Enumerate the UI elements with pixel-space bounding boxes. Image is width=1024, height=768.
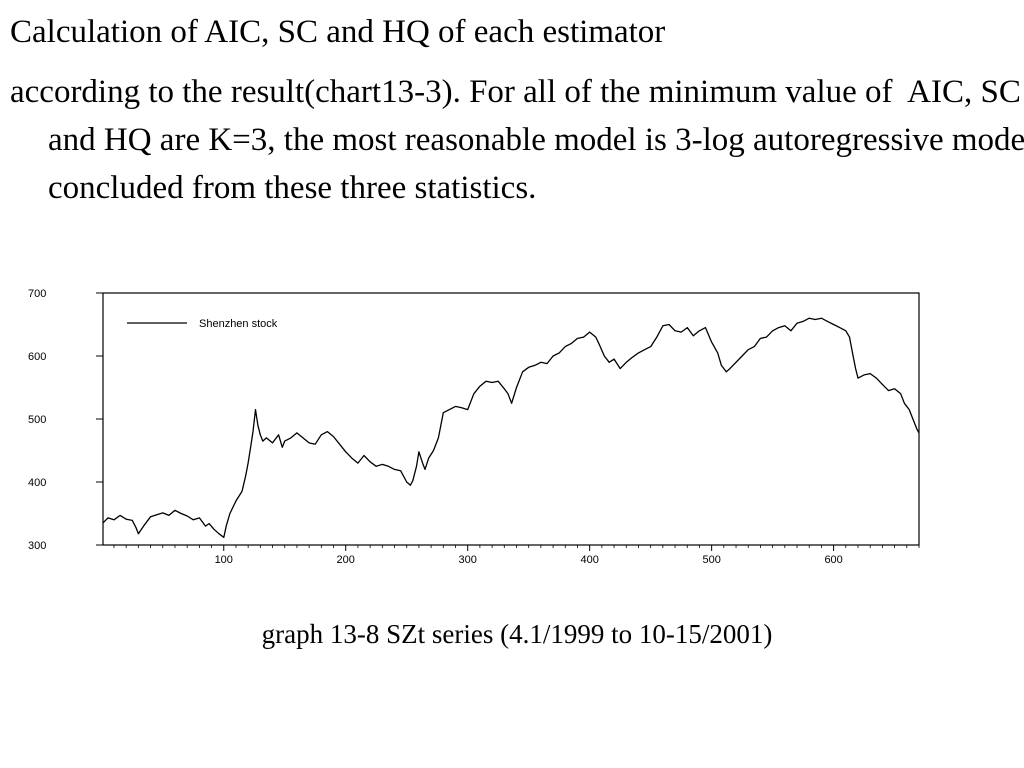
x-tick-label-500: 500 — [702, 554, 720, 566]
y-tick-label-300: 300 — [28, 540, 46, 552]
heading: Calculation of AIC, SC and HQ of each es… — [10, 14, 666, 50]
y-tick-label-500: 500 — [28, 414, 46, 426]
y-tick-label-600: 600 — [28, 351, 46, 363]
y-tick-label-400: 400 — [28, 477, 46, 489]
legend-label-0: Shenzhen stock — [199, 318, 278, 330]
body-paragraph: according to the result(chart13-3). For … — [10, 74, 1024, 206]
x-tick-label-100: 100 — [215, 554, 233, 566]
y-tick-label-700: 700 — [28, 288, 46, 300]
x-tick-label-400: 400 — [580, 554, 598, 566]
series-line-0 — [102, 317, 920, 539]
x-tick-label-200: 200 — [337, 554, 355, 566]
chart: 300 400 500 600 700 100 200 300 400 500 600 Shenzhe… — [0, 270, 1024, 590]
x-tick-label-600: 600 — [824, 554, 842, 566]
graph-caption: graph 13-8 SZt series (4.1/1999 to 10-15… — [261, 619, 773, 649]
line-chart-svg: 300 400 500 600 700 100 200 300 400 500 600 Shenzhe… — [28, 288, 920, 566]
x-tick-label-300: 300 — [459, 554, 477, 566]
plot-frame — [102, 292, 920, 546]
